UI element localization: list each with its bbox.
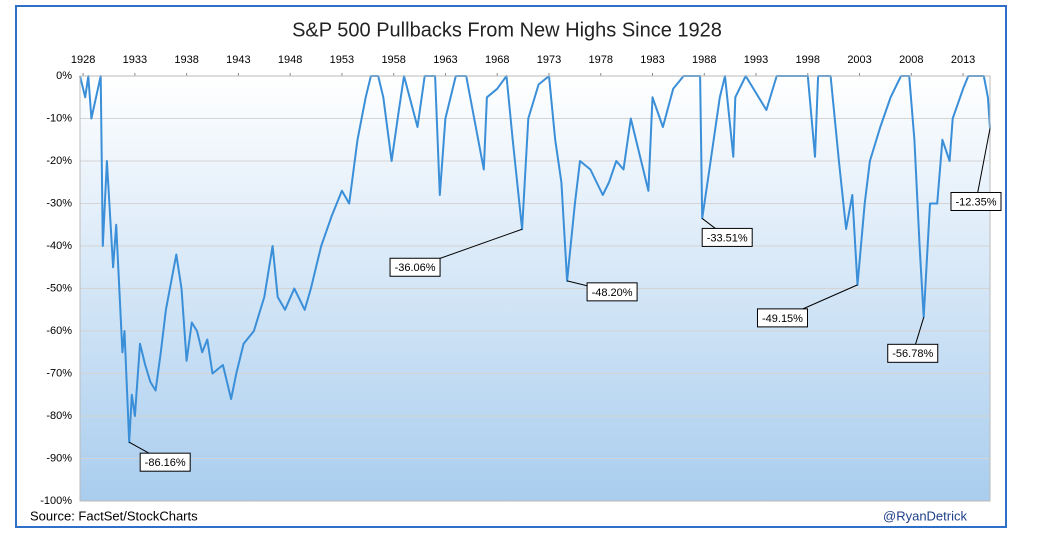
annotation-leader	[975, 128, 991, 202]
x-tick-label: 1998	[796, 54, 820, 66]
drawdown-line	[79, 75, 991, 444]
annotation-box	[887, 343, 939, 363]
x-tick-label: 2013	[951, 54, 975, 66]
annotation-box	[389, 257, 441, 277]
source: Source: FactSet/StockCharts	[30, 508, 198, 523]
y-tick-label: -40%	[46, 240, 72, 252]
annotation-box	[586, 282, 638, 302]
x-tick-label: 1958	[381, 54, 405, 66]
credit: @RyanDetrick	[883, 508, 967, 523]
x-tick-label: 1973	[537, 54, 561, 66]
y-tick-label: -30%	[46, 197, 72, 209]
y-tick-label: -100%	[40, 495, 72, 507]
annotation-label: -86.16%	[145, 457, 186, 469]
chart-title: S&P 500 Pullbacks From New Highs Since 1…	[292, 19, 722, 41]
y-tick-label: -10%	[46, 112, 72, 124]
x-tick-label: 1963	[433, 54, 457, 66]
x-tick-label: 2003	[847, 54, 871, 66]
y-tick-label: -20%	[46, 155, 72, 167]
x-tick-label: 1968	[485, 54, 509, 66]
annotation-label: -48.20%	[592, 287, 633, 299]
annotation-label: -33.51%	[707, 232, 748, 244]
y-tick-label: -70%	[46, 367, 72, 379]
y-tick-label: -90%	[46, 452, 72, 464]
x-tick-label: 1988	[692, 54, 716, 66]
annotation-box	[701, 227, 753, 247]
y-tick-label: -60%	[46, 325, 72, 337]
annotation-label: -36.06%	[395, 262, 436, 274]
annotation-box	[139, 452, 191, 472]
annotation-label: -12.35%	[956, 196, 997, 208]
plot-border	[79, 75, 991, 502]
annotation-box	[950, 191, 1002, 211]
x-tick-label: 1953	[330, 54, 354, 66]
x-tick-label: 1978	[588, 54, 612, 66]
x-tick-label: 2008	[899, 54, 923, 66]
annotation-label: -56.78%	[892, 348, 933, 360]
y-tick-label: -80%	[46, 410, 72, 422]
x-tick-label: 1983	[640, 54, 664, 66]
y-tick-label: -50%	[46, 282, 72, 294]
annotation-box	[756, 308, 808, 328]
x-tick-label: 1938	[174, 54, 198, 66]
x-tick-label: 1943	[226, 54, 250, 66]
x-tick-label: 1948	[278, 54, 302, 66]
annotation-label: -49.15%	[762, 313, 803, 325]
y-tick-label: 0%	[56, 70, 72, 82]
x-tick-label: 1933	[123, 54, 147, 66]
x-tick-label: 1928	[71, 54, 95, 66]
x-tick-label: 1993	[744, 54, 768, 66]
